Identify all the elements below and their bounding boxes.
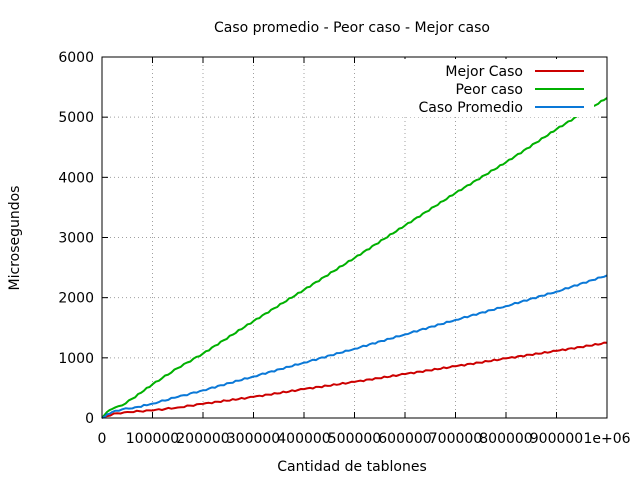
x-tick-label: 600000 <box>378 431 431 447</box>
x-tick-label: 800000 <box>479 431 532 447</box>
x-tick-label: 900000 <box>530 431 583 447</box>
series-line-2 <box>101 97 608 419</box>
y-tick-label: 4000 <box>58 170 94 186</box>
x-tick-label: 700000 <box>429 431 482 447</box>
series-line-3 <box>101 274 608 419</box>
y-tick-label: 5000 <box>58 110 94 126</box>
x-axis-label: Cantidad de tablones <box>277 459 427 475</box>
y-tick-label: 6000 <box>58 50 94 66</box>
x-tick-label: 400000 <box>277 431 330 447</box>
legend-label: Caso Promedio <box>419 100 523 116</box>
x-tick-label: 500000 <box>328 431 381 447</box>
series-line-1 <box>101 341 608 419</box>
x-tick-label: 100000 <box>126 431 179 447</box>
legend: Mejor Caso Peor caso Caso Promedio <box>384 59 594 117</box>
y-axis-label: Microsegundos <box>7 186 23 291</box>
x-tick-label: 1e+06 <box>583 431 630 447</box>
plot-frame <box>101 56 608 419</box>
axis-ticks: 0 1000 2000 3000 4000 5000 6000 0 10000020000030… <box>58 50 630 447</box>
legend-label: Peor caso <box>456 82 523 98</box>
x-tick-label: 300000 <box>227 431 280 447</box>
legend-label: Mejor Caso <box>445 64 523 80</box>
x-tick-label: 0 <box>98 431 107 447</box>
y-tick-label: 2000 <box>58 291 94 307</box>
chart-title: Caso promedio - Peor caso - Mejor caso <box>214 20 490 36</box>
y-tick-label: 3000 <box>58 231 94 247</box>
x-tick-label: 200000 <box>176 431 229 447</box>
y-tick-label: 0 <box>85 411 94 427</box>
y-tick-label: 1000 <box>58 351 94 367</box>
series-lines <box>101 97 608 419</box>
